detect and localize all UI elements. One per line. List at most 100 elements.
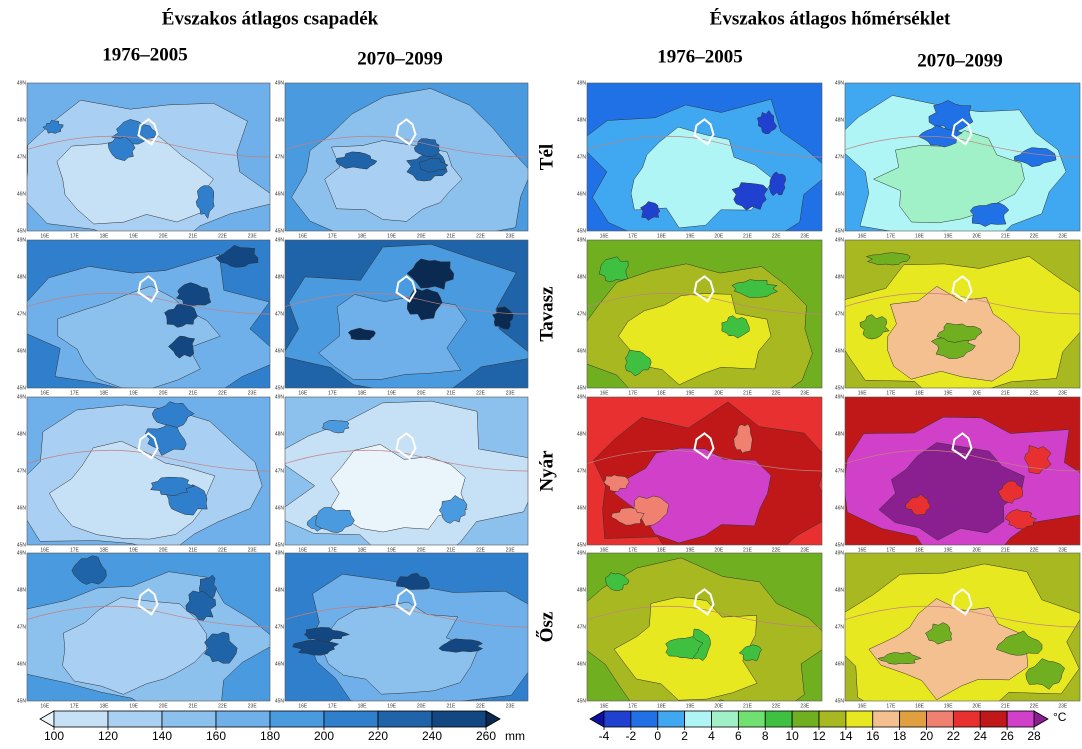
lat-label: 49N (835, 237, 845, 243)
colorbar-end (1033, 710, 1049, 728)
border-line (285, 292, 528, 315)
lon-label: 18E (657, 390, 667, 396)
lon-label: 21E (188, 703, 198, 709)
border-line (845, 449, 1080, 472)
map-region (175, 282, 212, 307)
border-line (587, 135, 822, 158)
lon-label: 17E (886, 547, 896, 553)
colorbar-label: 20 (920, 729, 934, 743)
colorbar-swatch (323, 710, 379, 728)
lon-label: 18E (358, 233, 368, 239)
lat-label: 46N (835, 191, 845, 197)
lon-label: 19E (686, 233, 696, 239)
lon-label: 16E (600, 547, 610, 553)
map-region (406, 287, 443, 321)
map-frame (586, 552, 823, 702)
lon-label: 22E (218, 233, 228, 239)
colorbar-swatch (952, 710, 981, 728)
map-region (56, 129, 214, 225)
lon-label: 17E (886, 390, 896, 396)
colorbar-end (39, 710, 55, 728)
lon-label: 17E (70, 390, 80, 396)
lat-label: 46N (835, 505, 845, 511)
lon-label: 20E (972, 233, 982, 239)
lat-label: 49N (275, 237, 285, 243)
lon-label: 23E (248, 547, 258, 553)
map-frame (26, 239, 271, 389)
lat-label: 48N (577, 274, 587, 280)
lon-label: 19E (944, 547, 954, 553)
colorbar-swatch (979, 710, 1008, 728)
lat-label: 48N (17, 117, 27, 123)
lon-label: 17E (328, 547, 338, 553)
map-region (611, 507, 645, 526)
map-region (598, 256, 629, 283)
map-region (925, 622, 952, 645)
border-line (285, 135, 528, 158)
colorbar-unit: mm (505, 729, 525, 743)
lon-label: 18E (358, 547, 368, 553)
lon-label: 22E (772, 703, 782, 709)
map-region (42, 120, 64, 134)
lon-label: 21E (188, 390, 198, 396)
lon-label: 23E (248, 703, 258, 709)
lat-label: 46N (17, 661, 27, 667)
colorbar-label: 180 (260, 729, 280, 743)
lon-label: 18E (358, 390, 368, 396)
colorbar-label: 2 (681, 729, 688, 743)
lon-label: 18E (100, 703, 110, 709)
lon-label: 16E (40, 703, 50, 709)
lat-label: 49N (275, 550, 285, 556)
lat-label: 48N (577, 117, 587, 123)
colorbar-swatch (630, 710, 659, 728)
lon-label: 23E (248, 233, 258, 239)
study-area (693, 432, 715, 460)
colorbar-label: 18 (893, 729, 907, 743)
lon-label: 19E (387, 233, 397, 239)
lon-label: 16E (40, 547, 50, 553)
border-line (285, 605, 528, 628)
lon-label: 19E (686, 390, 696, 396)
lon-label: 22E (1030, 390, 1040, 396)
colorbar-label: 0 (654, 729, 661, 743)
map-region (418, 157, 449, 173)
map-region (335, 151, 378, 170)
lon-label: 23E (800, 703, 810, 709)
map-region (733, 423, 753, 454)
colorbar-swatch (926, 710, 954, 728)
colorbar-swatch (711, 710, 739, 728)
lat-label: 49N (577, 550, 587, 556)
lat-label: 46N (17, 348, 27, 354)
study-area (395, 432, 417, 460)
lat-label: 49N (835, 394, 845, 400)
lat-label: 47N (17, 624, 27, 630)
lon-label: 19E (686, 703, 696, 709)
colorbar-label: 8 (762, 729, 769, 743)
map-region (318, 294, 467, 380)
lat-label: 45N (577, 542, 587, 548)
lat-label: 45N (577, 698, 587, 704)
lon-label: 23E (506, 547, 516, 553)
lon-label: 22E (772, 390, 782, 396)
lat-label: 45N (17, 698, 27, 704)
lon-label: 16E (858, 390, 868, 396)
border-line (845, 135, 1080, 158)
lat-label: 45N (275, 542, 285, 548)
map-region (347, 327, 376, 341)
map-region (603, 474, 630, 492)
map-panel (285, 240, 528, 388)
lon-label: 19E (686, 547, 696, 553)
colorbar-label: -4 (599, 729, 610, 743)
map-region (304, 627, 351, 642)
colorbar-label: 12 (812, 729, 826, 743)
lat-label: 49N (577, 80, 587, 86)
map-region (107, 136, 136, 161)
lon-label: 20E (417, 233, 427, 239)
lat-label: 48N (577, 431, 587, 437)
map-frame (26, 82, 271, 232)
map-frame (586, 396, 823, 546)
map-frame (844, 239, 1081, 389)
lon-label: 20E (714, 390, 724, 396)
map-region (936, 322, 983, 343)
lon-label: 17E (628, 547, 638, 553)
